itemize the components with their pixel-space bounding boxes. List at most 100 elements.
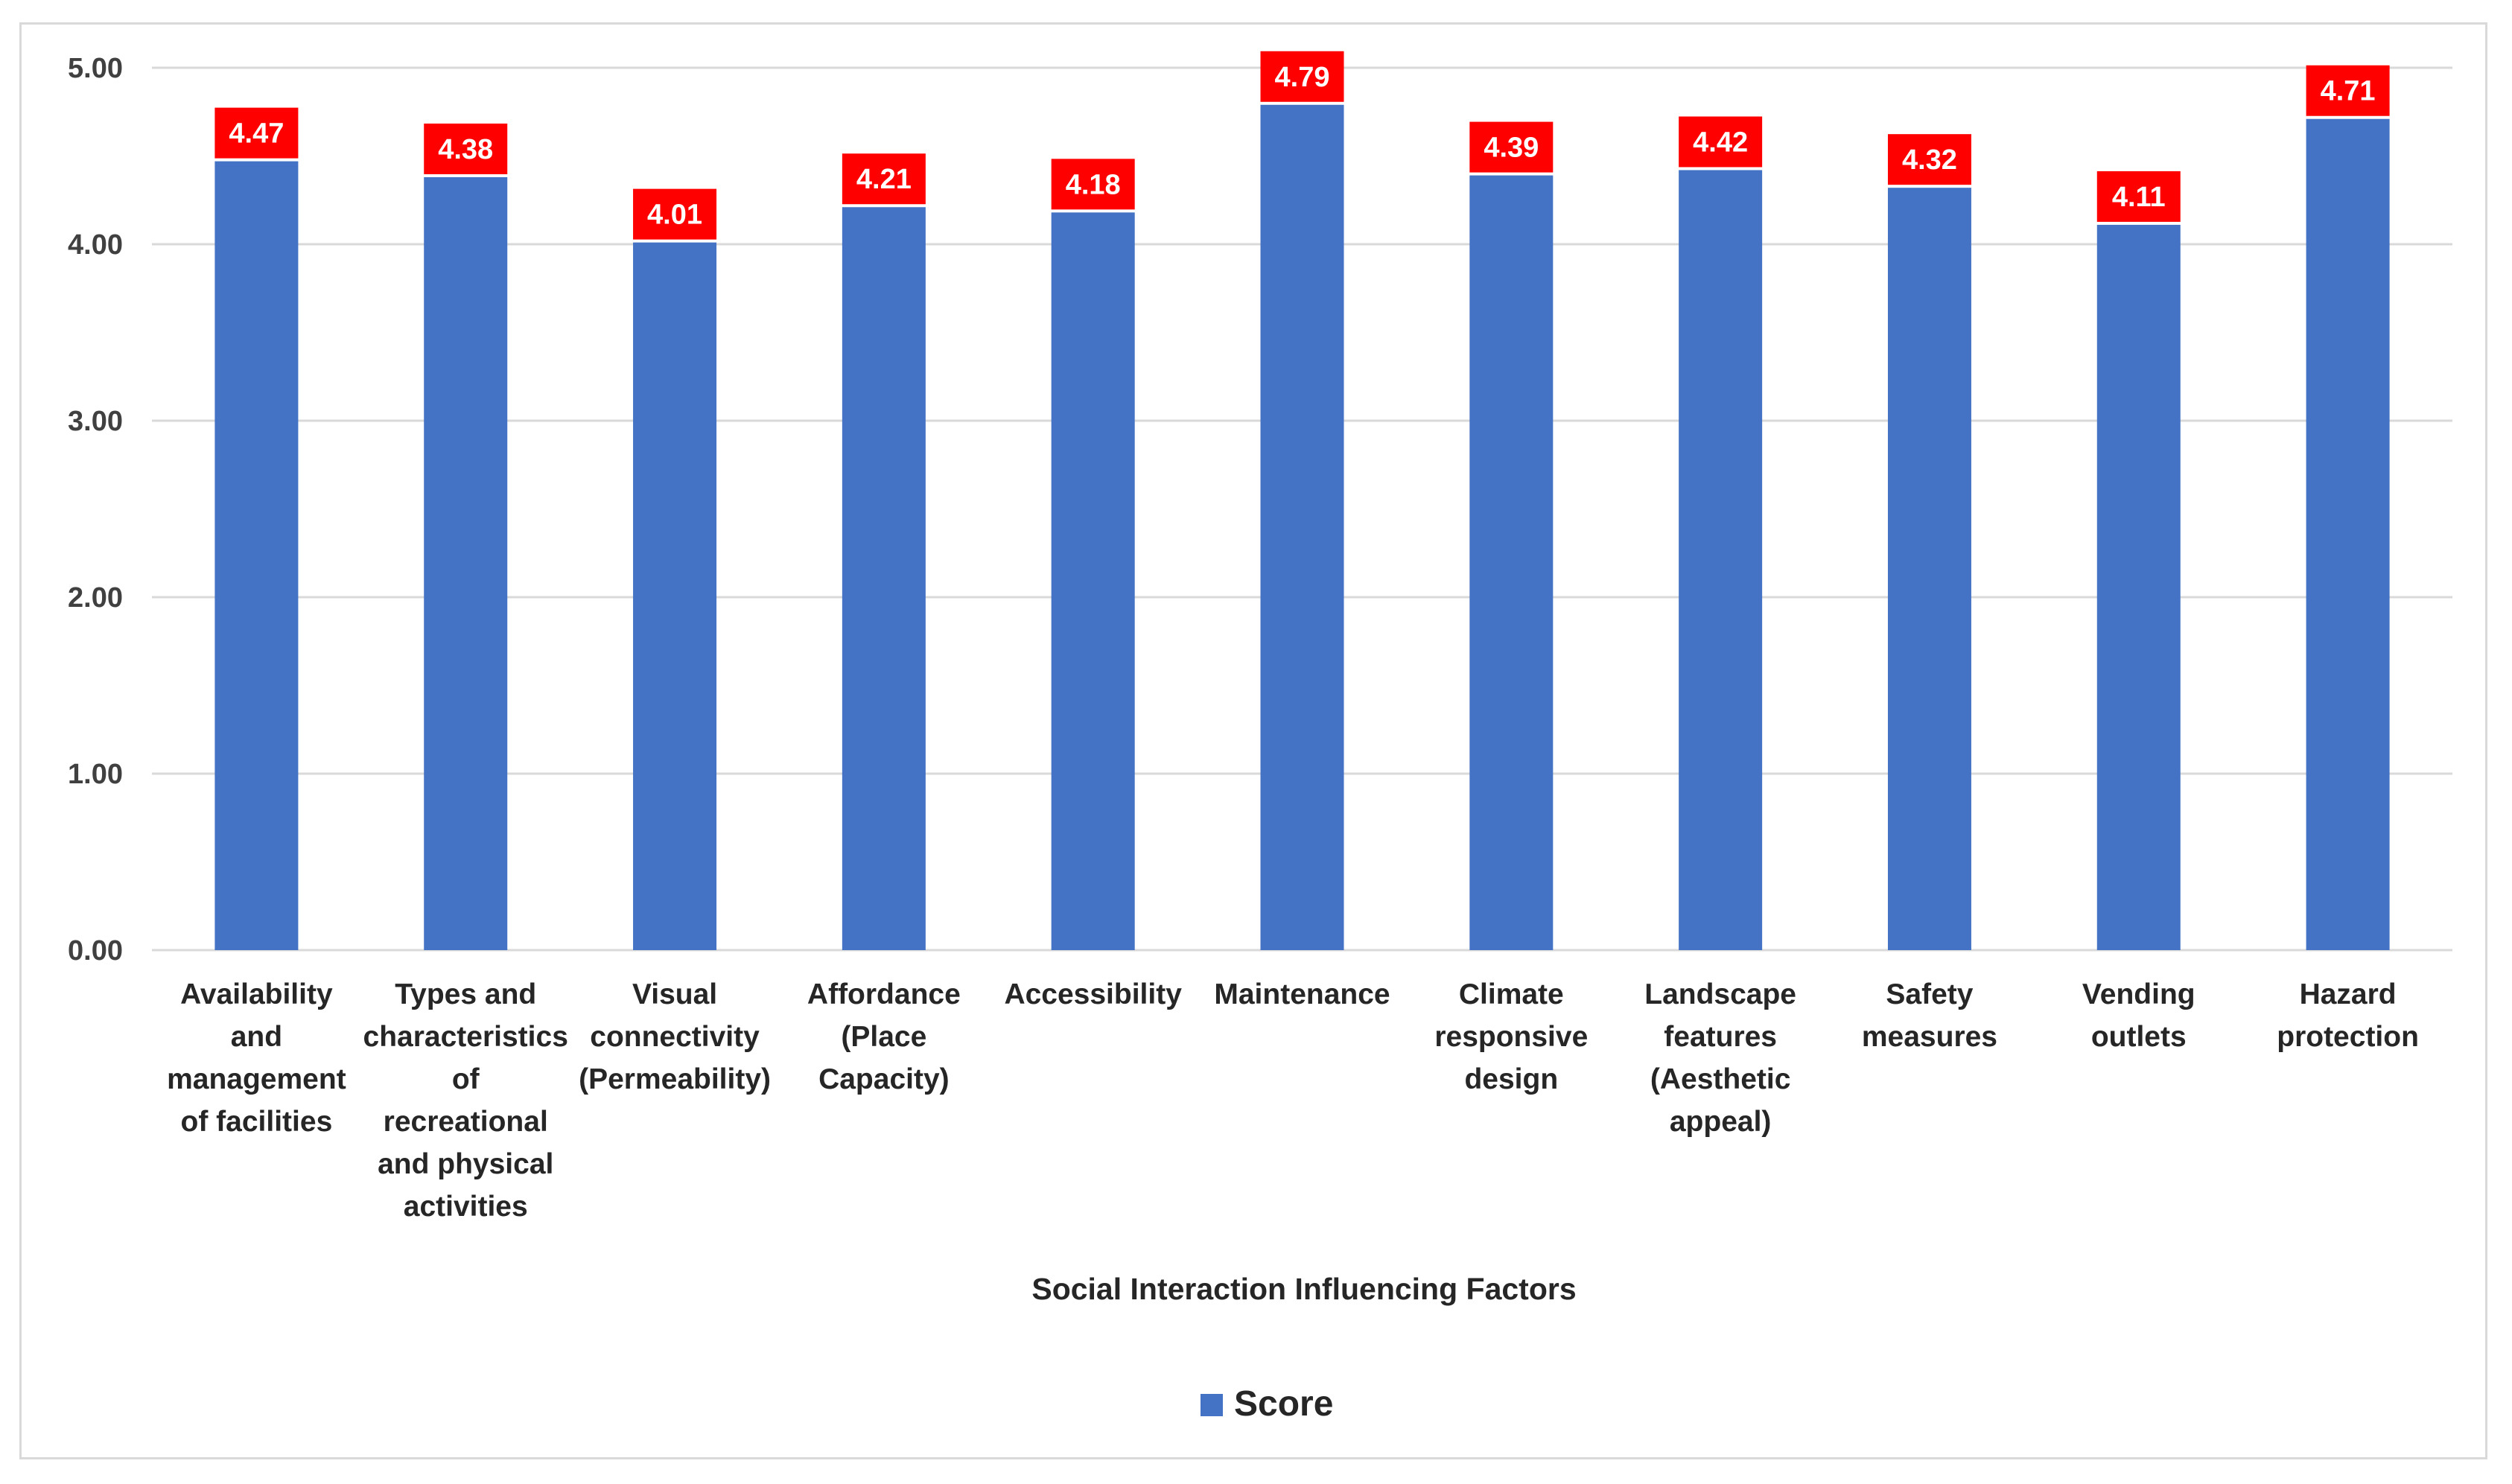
y-axis-tick-labels: 0.00 1.00 2.00 3.00 4.00 5.00 xyxy=(68,53,123,966)
x-category-label-line: measures xyxy=(1862,1021,1997,1053)
x-category-label: Vending outlets xyxy=(2082,978,2195,1053)
x-category-label: Climate responsive design xyxy=(1434,978,1588,1095)
data-label: 4.39 xyxy=(1469,121,1554,173)
data-label: 4.18 xyxy=(1051,159,1135,210)
x-category-label-line: and xyxy=(231,1021,282,1053)
data-label-box xyxy=(633,188,717,240)
data-label-box xyxy=(1469,121,1554,173)
data-label-box xyxy=(1887,134,1971,185)
data-label-box xyxy=(842,153,926,205)
x-category-label-line: Accessibility xyxy=(1004,978,1182,1010)
y-tick-label: 3.00 xyxy=(68,406,123,437)
bar xyxy=(214,161,299,951)
data-label-box xyxy=(424,123,508,174)
x-category-label-line: management xyxy=(167,1063,346,1095)
x-category-label-line: activities xyxy=(404,1191,528,1223)
x-category-label-line: Safety xyxy=(1886,978,1973,1010)
x-category-label-line: outlets xyxy=(2091,1021,2187,1053)
data-label-value: 4.32 xyxy=(1902,144,1957,176)
data-label-box xyxy=(2306,65,2390,116)
data-label-value: 4.42 xyxy=(1693,127,1748,158)
bar xyxy=(1679,170,1763,951)
data-label: 4.32 xyxy=(1887,134,1971,185)
data-label-value: 4.71 xyxy=(2321,76,2376,107)
bar xyxy=(633,242,717,950)
x-category-label-line: Visual xyxy=(632,978,717,1010)
data-label-box xyxy=(1051,159,1135,210)
x-axis-category-labels: Availability and management of facilities Ty… xyxy=(167,978,2419,1223)
x-category-label-line: design xyxy=(1464,1063,1558,1095)
data-label-box xyxy=(1679,116,1763,168)
data-label-box xyxy=(1260,51,1344,102)
data-label: 4.11 xyxy=(2096,171,2181,222)
x-category-label-line: Availability xyxy=(180,978,333,1010)
x-category-label-line: of xyxy=(452,1063,480,1095)
x-category-label-line: Affordance xyxy=(807,978,961,1010)
legend-label-score: Score xyxy=(1234,1384,1333,1424)
x-category-label-line: (Permeability) xyxy=(579,1063,771,1095)
x-category-label: Visual connectivity (Permeability) xyxy=(579,978,771,1095)
y-tick-label: 4.00 xyxy=(68,229,123,261)
data-label-value: 4.47 xyxy=(229,118,284,150)
x-axis-title: Social Interaction Influencing Factors xyxy=(1031,1272,1576,1306)
data-label: 4.21 xyxy=(842,153,926,205)
x-category-label: Types and characteristics of recreational an… xyxy=(363,978,568,1223)
x-category-label-line: Types and xyxy=(395,978,536,1010)
data-label-value: 4.11 xyxy=(2112,182,2166,213)
data-label-value: 4.18 xyxy=(1066,169,1121,200)
x-category-label-line: and physical xyxy=(378,1148,553,1180)
x-category-label-line: connectivity xyxy=(590,1021,760,1053)
x-category-label: Safety measures xyxy=(1862,978,1997,1053)
y-tick-label: 1.00 xyxy=(68,759,123,790)
x-category-label-line: Vending xyxy=(2082,978,2195,1010)
y-tick-label: 0.00 xyxy=(68,935,123,966)
bar xyxy=(1469,175,1554,950)
data-label: 4.01 xyxy=(633,188,717,240)
x-category-label-line: Landscape xyxy=(1644,978,1796,1010)
bar xyxy=(842,207,926,950)
data-label-box xyxy=(214,107,299,159)
x-category-label: Affordance (Place Capacity) xyxy=(807,978,961,1095)
data-label-value: 4.79 xyxy=(1275,62,1330,93)
bar xyxy=(1260,104,1344,950)
x-category-label-line: Maintenance xyxy=(1214,978,1390,1010)
data-label-value: 4.39 xyxy=(1484,133,1539,164)
x-category-label: Availability and management of facilities xyxy=(167,978,346,1138)
data-labels: 4.47 4.38 4.01 4.21 4.18 4.79 4.39 4.42 4.32 4.11… xyxy=(214,51,2390,240)
data-label: 4.38 xyxy=(424,123,508,174)
legend: Score xyxy=(1201,1384,1333,1424)
x-category-label-line: of facilities xyxy=(181,1106,333,1138)
x-category-label-line: appeal) xyxy=(1670,1106,1772,1138)
data-label-value: 4.21 xyxy=(856,164,912,195)
x-category-label: Maintenance xyxy=(1214,978,1390,1010)
chart-frame: 0.00 1.00 2.00 3.00 4.00 5.00 4.47 4.38 4.01 4.2… xyxy=(19,22,2487,1459)
bar xyxy=(1051,212,1135,951)
x-category-label-line: Climate xyxy=(1459,978,1564,1010)
bar-chart: 0.00 1.00 2.00 3.00 4.00 5.00 4.47 4.38 4.01 4.2… xyxy=(68,51,2452,1424)
x-category-label-line: characteristics xyxy=(363,1021,568,1053)
data-label-value: 4.38 xyxy=(438,134,493,165)
x-category-label-line: responsive xyxy=(1434,1021,1588,1053)
x-category-label-line: (Place xyxy=(841,1021,926,1053)
legend-swatch-score xyxy=(1201,1394,1223,1416)
bar xyxy=(424,176,508,951)
x-category-label-line: Capacity) xyxy=(818,1063,950,1095)
bar xyxy=(2306,118,2390,951)
y-tick-label: 5.00 xyxy=(68,53,123,84)
data-label: 4.47 xyxy=(214,107,299,159)
x-category-label: Hazard protection xyxy=(2277,978,2419,1053)
bar xyxy=(2096,224,2181,950)
x-category-label-line: Hazard xyxy=(2300,978,2397,1010)
x-category-label-line: (Aesthetic xyxy=(1650,1063,1791,1095)
x-category-label: Accessibility xyxy=(1004,978,1182,1010)
x-category-label-line: recreational xyxy=(384,1106,548,1138)
x-category-label-line: protection xyxy=(2277,1021,2419,1053)
bars xyxy=(214,104,2390,951)
x-category-label-line: features xyxy=(1664,1021,1777,1053)
y-tick-label: 2.00 xyxy=(68,582,123,614)
x-category-label: Landscape features (Aesthetic appeal) xyxy=(1644,978,1796,1138)
data-label: 4.79 xyxy=(1260,51,1344,102)
data-label-value: 4.01 xyxy=(647,200,702,231)
data-label: 4.42 xyxy=(1679,116,1763,168)
data-label-box xyxy=(2096,171,2181,222)
